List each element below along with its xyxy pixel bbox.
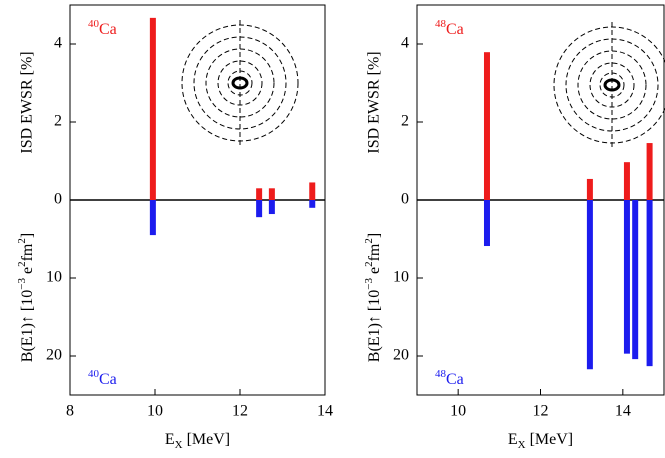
y-axis-label-part: 2 [16, 238, 28, 244]
be1-bar [632, 200, 639, 360]
x-axis-label-part: E [508, 431, 518, 448]
x-axis-label-part: E [165, 431, 175, 448]
mass-number: 40 [88, 368, 100, 380]
isd-bar [646, 143, 653, 200]
x-axis-label-part: [MeV] [526, 431, 574, 448]
y-axis-label-part: −3 [363, 278, 375, 290]
y-axis-label-part: B(E1)↑ [10 [366, 290, 383, 362]
nucleus-label: 40Ca [88, 368, 117, 388]
be1-bar [149, 200, 156, 236]
nucleus-label: 48Ca [435, 18, 464, 38]
mass-number: 48 [435, 368, 447, 380]
x-axis-label: EX [MeV] [508, 431, 573, 451]
be1-bar [268, 200, 275, 215]
field-icon [553, 22, 665, 148]
y-axis-label: ISD EWSR [%] [19, 51, 36, 153]
y-tick-label: 4 [54, 35, 62, 52]
be1-bar [256, 200, 263, 218]
y-axis-label-part: 2 [363, 261, 375, 267]
y-axis-label: B(E1)↑ [10−3 e2fm2] [363, 233, 383, 362]
y-axis-label-part: −3 [16, 278, 28, 290]
isd-bar [586, 178, 593, 200]
y-tick-label: 0 [401, 191, 409, 208]
x-tick-label: 10 [147, 403, 163, 420]
y-tick-label: 4 [401, 35, 409, 52]
y-tick-label: 0 [54, 191, 62, 208]
nucleus-label: 40Ca [88, 18, 117, 38]
y-tick-label: 2 [401, 113, 409, 130]
be1-bar [646, 200, 653, 367]
mass-number: 40 [88, 18, 100, 30]
y-axis-label-part: ] [366, 233, 383, 238]
y-axis-label-part: ] [19, 233, 36, 238]
y-axis-label: B(E1)↑ [10−3 e2fm2] [16, 233, 36, 362]
y-axis-label-part: fm [366, 243, 383, 261]
nucleus-label: 48Ca [435, 368, 464, 388]
x-tick-label: 14 [317, 403, 333, 420]
x-tick-label: 12 [533, 403, 549, 420]
y-tick-label: 20 [393, 347, 409, 364]
isd-bar [149, 17, 156, 201]
isd-bar [256, 188, 263, 200]
x-axis-label-part: X [175, 439, 183, 451]
y-axis-label-part: B(E1)↑ [10 [19, 290, 36, 362]
be1-bar [309, 200, 316, 208]
be1-bar [483, 200, 490, 247]
y-tick-label: 10 [393, 269, 409, 286]
y-axis-label-part: 2 [363, 238, 375, 244]
x-axis-label-part: [MeV] [183, 431, 231, 448]
x-axis-label-part: X [518, 439, 526, 451]
isd-bar [309, 182, 316, 200]
y-axis-label-part: e [19, 267, 36, 278]
isd-bar [483, 52, 490, 200]
y-axis-label: ISD EWSR [%] [366, 51, 383, 153]
isd-bar [623, 162, 630, 200]
y-tick-label: 2 [54, 113, 62, 130]
x-axis-label: EX [MeV] [165, 431, 230, 451]
y-axis-label-part: 2 [16, 261, 28, 267]
field-icon [181, 20, 299, 146]
mass-number: 48 [435, 18, 447, 30]
isd-bar [268, 188, 275, 200]
element: Ca [446, 21, 464, 38]
element: Ca [446, 371, 464, 388]
x-tick-label: 12 [232, 403, 248, 420]
element: Ca [99, 371, 117, 388]
element: Ca [99, 21, 117, 38]
y-tick-label: 20 [46, 347, 62, 364]
y-axis-label-part: e [366, 267, 383, 278]
x-tick-label: 8 [66, 403, 74, 420]
be1-bar [586, 200, 593, 370]
be1-bar [623, 200, 630, 354]
x-tick-label: 10 [450, 403, 466, 420]
x-tick-label: 14 [615, 403, 631, 420]
y-axis-label-part: fm [19, 243, 36, 261]
y-tick-label: 10 [46, 269, 62, 286]
